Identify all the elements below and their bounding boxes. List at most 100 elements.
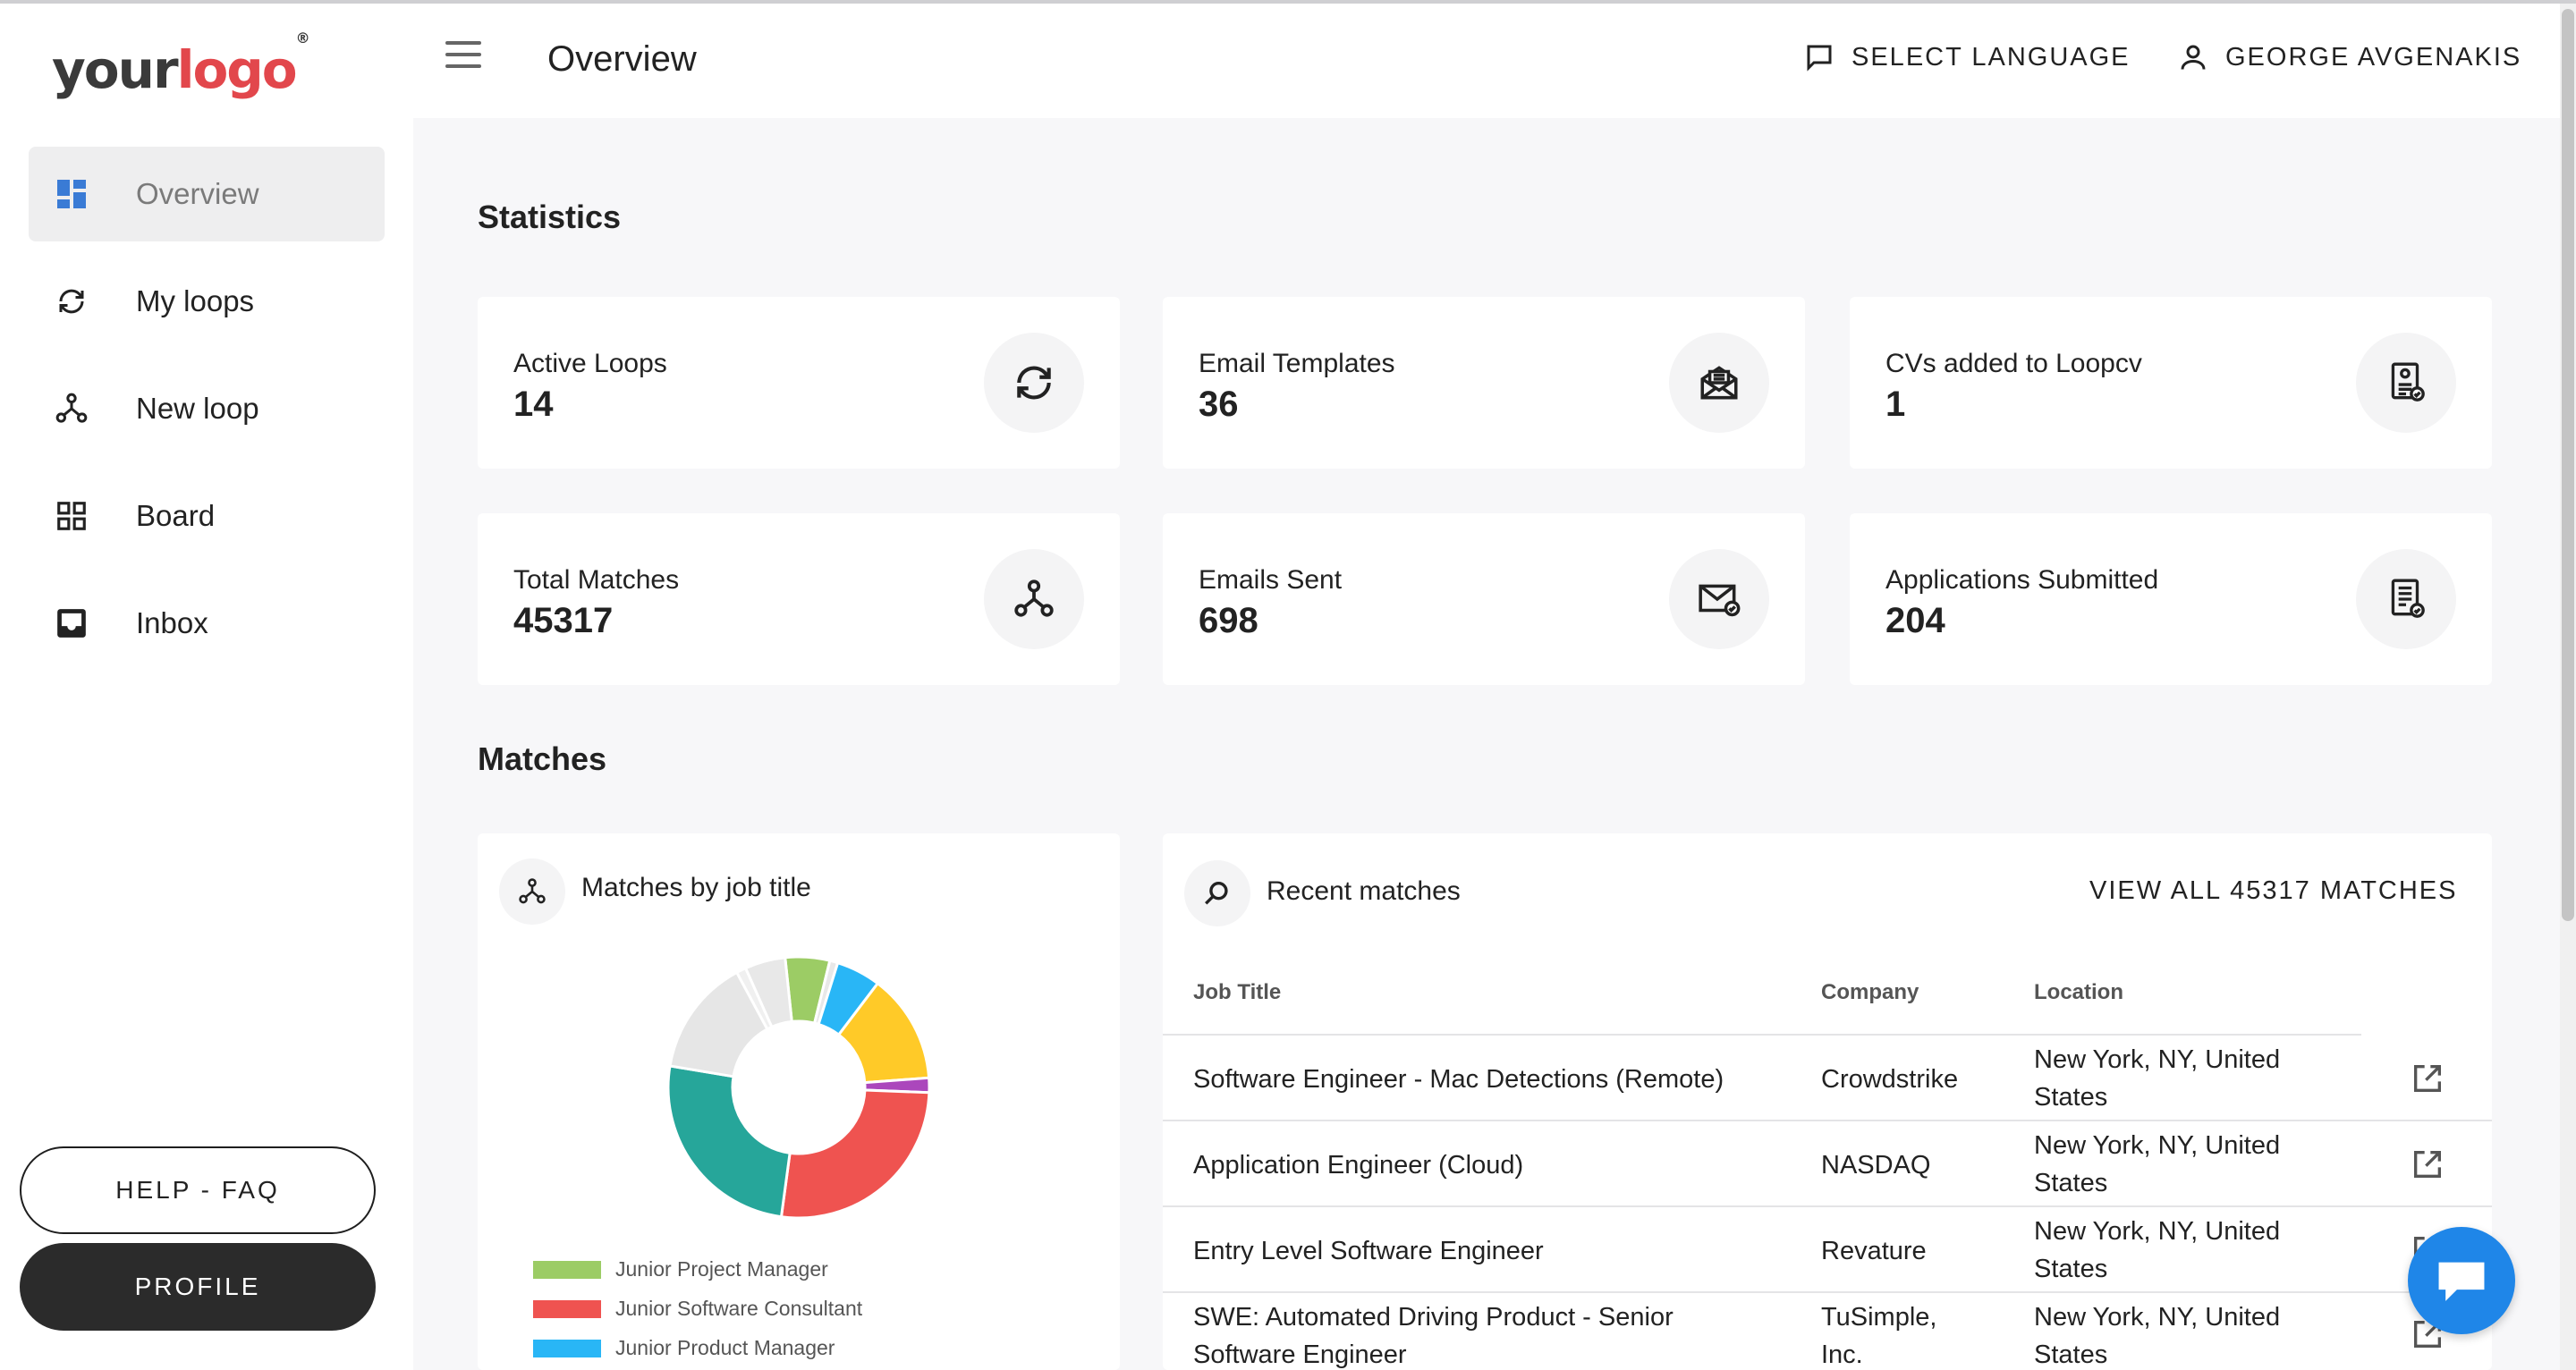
location-line: States <box>2034 1255 2108 1283</box>
sidebar-item-label: Inbox <box>136 606 208 639</box>
stat-value: 45317 <box>513 601 614 640</box>
legend-label: Junior Product Manager <box>615 1336 835 1359</box>
location-line: New York, NY, United <box>2034 1131 2281 1160</box>
location-line: New York, NY, United <box>2034 1303 2281 1332</box>
sidebar-item-label: Board <box>136 499 216 532</box>
matches-by-job-title-panel: Matches by job title Junior Project Mana… <box>478 833 1120 1370</box>
recent-matches-panel: Recent matches VIEW ALL 45317 MATCHES Jo… <box>1163 833 2492 1370</box>
sidebar-item-label: My loops <box>136 284 255 317</box>
open-external-icon[interactable] <box>2410 1146 2445 1182</box>
job-title-cell[interactable]: Software Engineer - Mac Detections (Remo… <box>1193 1065 1724 1094</box>
view-all-matches-link[interactable]: VIEW ALL 45317 MATCHES <box>2089 876 2458 905</box>
user-menu-button[interactable]: GEORGE AVGENAKIS <box>2177 41 2521 73</box>
grid-icon <box>52 496 91 536</box>
location-line: States <box>2034 1340 2108 1369</box>
location-cell: New York, NY, United States <box>2034 1127 2280 1202</box>
sidebar-item-inbox[interactable]: Inbox <box>29 576 385 671</box>
mail-open-icon <box>1669 333 1769 433</box>
chart-title: Matches by job title <box>581 873 811 902</box>
header-divider <box>1163 1034 2361 1036</box>
legend-item[interactable]: Junior Product Manager <box>533 1336 835 1360</box>
sidebar-item-board[interactable]: Board <box>29 469 385 563</box>
legend-item[interactable]: Junior Software Consultant <box>533 1297 862 1321</box>
job-title-cell[interactable]: Entry Level Software Engineer <box>1193 1237 1544 1265</box>
row-divider <box>1163 1205 2492 1207</box>
user-name: GEORGE AVGENAKIS <box>2225 42 2522 72</box>
document-check-icon <box>2356 549 2456 649</box>
location-line: States <box>2034 1169 2108 1197</box>
matches-title: Matches <box>478 740 607 777</box>
open-external-icon[interactable] <box>2410 1061 2445 1096</box>
stat-value: 14 <box>513 385 554 424</box>
chat-bubble-icon <box>1807 45 1832 72</box>
stat-card-active-loops: Active Loops 14 <box>478 297 1120 469</box>
menu-icon[interactable] <box>445 41 481 73</box>
column-header-location[interactable]: Location <box>2034 980 2123 1004</box>
stat-label: CVs added to Loopcv <box>1885 349 2142 378</box>
dashboard-icon <box>52 174 91 214</box>
stat-value: 1 <box>1885 385 1906 424</box>
stat-label: Active Loops <box>513 349 667 378</box>
statistics-title: Statistics <box>478 199 622 235</box>
stat-card-email-templates: Email Templates 36 <box>1163 297 1805 469</box>
window-top-border <box>0 0 2576 4</box>
stat-value: 698 <box>1199 601 1258 640</box>
location-line: New York, NY, United <box>2034 1045 2281 1074</box>
company-cell: Revature <box>1821 1237 1927 1265</box>
mail-check-icon <box>1669 549 1769 649</box>
stat-card-cvs-added: CVs added to Loopcv 1 <box>1850 297 2492 469</box>
legend-swatch <box>533 1339 601 1357</box>
search-icon <box>1184 860 1250 926</box>
inbox-icon <box>52 604 91 643</box>
legend-swatch <box>533 1260 601 1279</box>
donut-slice-9[interactable] <box>743 956 793 1029</box>
job-title-cell[interactable]: SWE: Automated Driving Product - Senior … <box>1193 1298 1674 1370</box>
sidebar-item-overview[interactable]: Overview <box>29 147 385 241</box>
person-icon <box>2181 45 2206 70</box>
location-cell: New York, NY, United States <box>2034 1041 2280 1116</box>
job-title-cell[interactable]: Application Engineer (Cloud) <box>1193 1151 1524 1180</box>
donut-slice-6[interactable] <box>666 1064 792 1219</box>
row-divider <box>1163 1120 2492 1121</box>
stat-label: Email Templates <box>1199 349 1395 378</box>
row-divider <box>1163 1291 2492 1293</box>
stat-card-emails-sent: Emails Sent 698 <box>1163 513 1805 685</box>
sync-icon <box>52 282 91 321</box>
stat-label: Applications Submitted <box>1885 565 2159 595</box>
company-line: Inc. <box>1821 1340 1863 1369</box>
logo-text-logo: logo <box>176 39 298 100</box>
company-cell: NASDAQ <box>1821 1151 1931 1180</box>
stat-value: 36 <box>1199 385 1239 424</box>
top-header: Overview SELECT LANGUAGE GEORGE AVGENAKI… <box>413 4 2560 118</box>
location-cell: New York, NY, United States <box>2034 1298 2280 1370</box>
company-cell: TuSimple, Inc. <box>1821 1298 1936 1370</box>
select-language-label: SELECT LANGUAGE <box>1852 42 2131 72</box>
brand-logo[interactable]: yourlogo® <box>52 30 310 100</box>
profile-button[interactable]: PROFILE <box>20 1243 376 1331</box>
location-line: New York, NY, United <box>2034 1217 2281 1246</box>
sidebar-item-label: New loop <box>136 392 259 425</box>
logo-registered-mark: ® <box>295 29 310 47</box>
help-faq-button[interactable]: HELP - FAQ <box>20 1146 376 1234</box>
stat-label: Emails Sent <box>1199 565 1343 595</box>
sidebar-item-new-loop[interactable]: New loop <box>29 361 385 456</box>
recent-matches-title: Recent matches <box>1267 876 1461 906</box>
legend-label: Junior Project Manager <box>615 1257 828 1281</box>
stat-label: Total Matches <box>513 565 680 595</box>
select-language-button[interactable]: SELECT LANGUAGE <box>1803 41 2131 73</box>
sidebar-item-my-loops[interactable]: My loops <box>29 254 385 349</box>
stat-value: 204 <box>1885 601 1945 640</box>
column-header-company[interactable]: Company <box>1821 980 1919 1004</box>
hub-icon <box>984 549 1084 649</box>
donut-slice-5[interactable] <box>779 1088 931 1220</box>
page-title: Overview <box>547 39 697 79</box>
company-line: TuSimple, <box>1821 1303 1937 1332</box>
page-scrollbar-thumb[interactable] <box>2562 9 2574 921</box>
legend-item[interactable]: Junior Project Manager <box>533 1257 828 1281</box>
sidebar: yourlogo® Overview My loops New loop Boa… <box>0 4 413 1370</box>
chat-support-button[interactable] <box>2408 1227 2515 1334</box>
chat-icon <box>2438 1262 2485 1301</box>
column-header-job-title[interactable]: Job Title <box>1193 980 1282 1004</box>
legend-label: Junior Software Consultant <box>615 1297 863 1320</box>
hub-icon <box>52 389 91 428</box>
